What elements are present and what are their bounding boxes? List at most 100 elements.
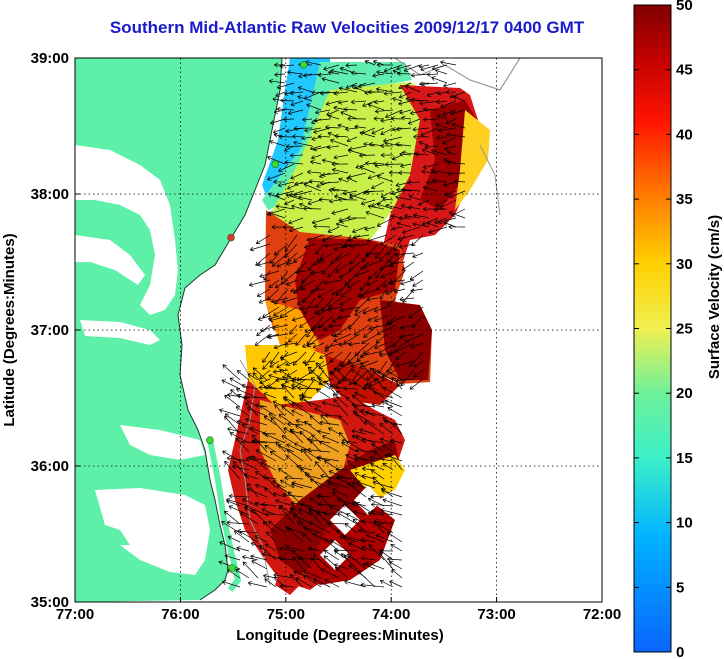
velocity-arrow [370,502,394,507]
velocity-arrow [361,437,385,444]
velocity-arrow [407,180,421,185]
velocity-arrow [398,215,412,221]
velocity-arrow [329,505,349,516]
velocity-arrow [356,480,376,489]
velocity-arrow [327,261,343,278]
velocity-arrow [371,127,385,135]
velocity-arrow [227,392,250,399]
velocity-arrow [346,176,358,183]
velocity-arrow [302,533,313,543]
velocity-arrow [359,279,370,291]
velocity-arrow [333,333,352,343]
colorbar-tick-label: 40 [676,126,693,143]
x-tick-label: 77:00 [56,606,94,623]
velocity-arrow [294,442,313,453]
velocity-arrow [314,407,331,417]
velocity-arrow [289,190,304,197]
velocity-arrow [422,217,439,226]
velocity-arrow [318,197,331,202]
velocity-arrow [412,127,430,132]
velocity-arrow [313,224,331,229]
velocity-arrow [297,95,313,102]
velocity-arrow [284,475,304,481]
velocity-arrow [383,419,403,426]
velocity-arrow [420,64,439,72]
velocity-arrow [259,270,280,278]
velocity-arrow [380,270,397,279]
velocity-arrow [338,415,349,426]
velocity-arrow [366,279,379,287]
velocity-arrow [221,379,241,390]
velocity-arrow [307,366,322,381]
velocity-arrow [421,81,439,87]
velocity-arrow [379,234,397,246]
velocity-arrow [385,109,403,119]
velocity-arrow [255,471,268,480]
velocity-arrow [346,513,367,525]
velocity-arrow [401,187,421,192]
velocity-arrow [363,142,376,147]
velocity-arrow [263,384,286,390]
velocity-arrow [275,441,286,453]
velocity-arrow [408,205,421,210]
velocity-arrow [321,234,343,243]
velocity-arrow [359,153,376,158]
velocity-arrow [332,393,349,408]
velocity-arrow [288,217,304,225]
velocity-arrow [354,270,370,278]
velocity-arrow [309,440,322,453]
velocity-arrow [339,306,361,313]
velocity-arrow [364,420,385,435]
velocity-arrow [340,360,361,368]
velocity-arrow [403,64,421,72]
velocity-arrow [286,443,304,453]
velocity-arrow [347,148,367,156]
velocity-arrow [451,122,466,129]
velocity-arrow [333,243,352,251]
velocity-arrow [299,397,322,408]
velocity-arrow [313,578,331,588]
velocity-arrow [376,174,394,183]
velocity-arrow [422,185,439,192]
velocity-arrow [359,351,379,358]
velocity-arrow [248,455,268,462]
albemarle-sound [120,425,205,460]
velocity-arrow [367,270,379,280]
velocity-arrow [310,288,325,294]
velocity-arrow [373,521,385,534]
colorbar-label: Surface Velocity (cm/s) [706,215,723,379]
pamlico-sound [95,488,210,575]
velocity-arrow [242,561,259,579]
velocity-arrow [391,226,403,231]
velocity-arrow [247,483,259,498]
velocity-arrow [275,204,295,210]
velocity-arrow [359,166,376,174]
velocity-arrow [351,84,367,93]
velocity-arrow [355,434,376,444]
x-axis: 77:00 76:00 75:00 74:00 73:00 72:00 [56,597,621,623]
velocity-arrow [352,518,367,534]
velocity-arrow [331,187,349,192]
velocity-arrow [306,324,316,338]
velocity-arrow [359,360,379,369]
velocity-arrow [398,82,412,90]
velocity-arrow [233,530,250,543]
velocity-arrow [313,554,331,570]
velocity-arrow [326,144,340,150]
velocity-arrow [400,163,412,169]
velocity-arrow [388,279,406,285]
velocity-arrow [430,148,448,156]
velocity-arrow [317,288,334,298]
velocity-arrow [395,360,415,368]
velocity-arrow [386,369,403,381]
velocity-arrow [340,111,358,120]
velocity-arrow [335,391,349,399]
colorbar-tick-label: 50 [676,0,693,14]
velocity-arrow [315,243,325,255]
velocity-arrow [369,455,394,462]
velocity-arrow [277,444,295,453]
velocity-arrow [410,97,430,103]
velocity-arrow [378,552,394,570]
velocity-arrow [310,377,331,390]
velocity-arrow [374,315,388,323]
